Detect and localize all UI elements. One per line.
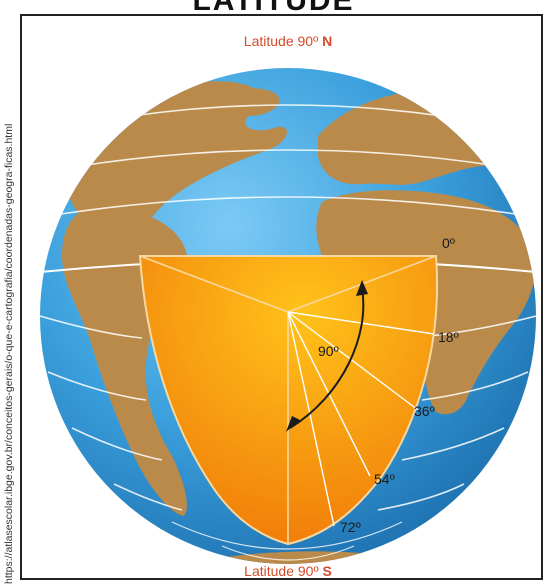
arrowhead-up [356,280,368,296]
latitude-72-label: 72º [340,519,361,535]
latitude-18-label: 18º [438,329,459,345]
latitude-lines [40,104,536,511]
latitude-36-label: 36º [414,403,435,419]
globe-diagram: Latitude 90º N Latitude 90º S 90º 0º 18º… [39,33,537,579]
land-greenland [212,88,280,116]
angle-label: 90º [318,343,339,359]
source-url: https://atlasescolar.ibge.gov.br/conceit… [3,123,15,584]
south-pole-label: Latitude 90º S [244,563,332,579]
diagram-frame: Latitude 90º N Latitude 90º S 90º 0º 18º… [20,14,543,580]
latitude-54-label: 54º [374,471,395,487]
polar-arcs [171,521,403,561]
angle-arc [289,287,365,429]
arrowhead-down [286,416,300,432]
latitude-0-label: 0º [442,235,455,251]
diagram-title: LATITUDE [192,0,355,17]
north-pole-label: Latitude 90º N [244,33,332,49]
